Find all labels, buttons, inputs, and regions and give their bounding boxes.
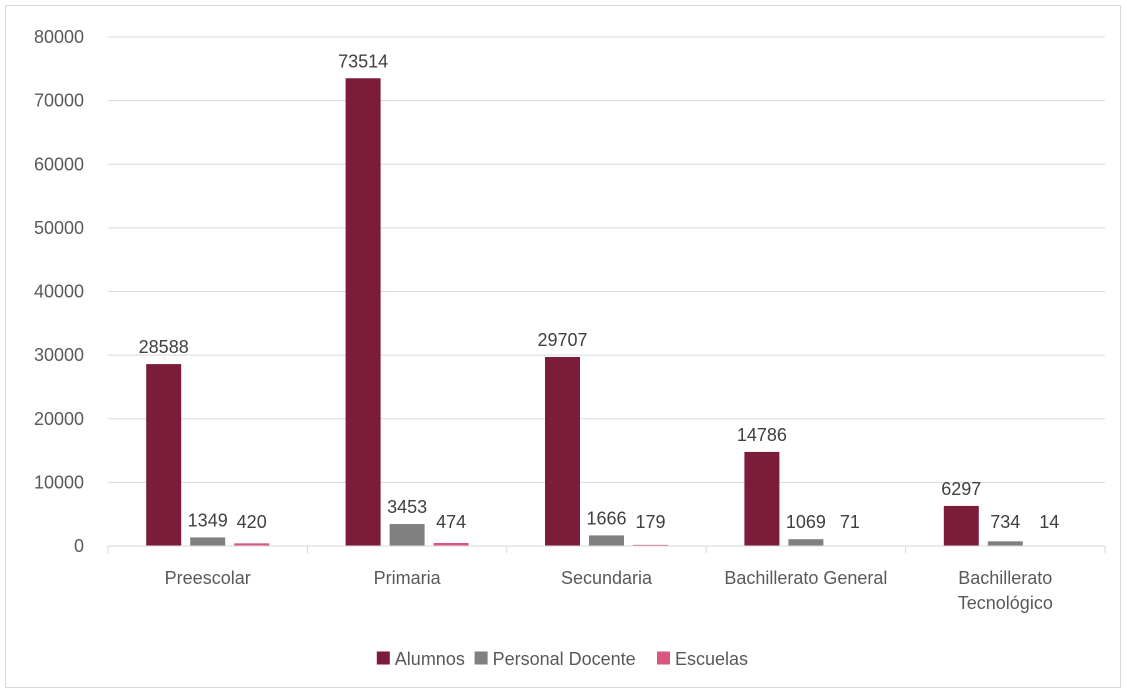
legend-label: Escuelas	[675, 649, 748, 669]
bar	[633, 544, 668, 546]
y-tick-label: 70000	[34, 91, 84, 111]
legend-swatch	[376, 651, 390, 665]
legend: Alumnos Personal Docente Escuelas	[376, 649, 748, 669]
x-axis: Preescolar Primaria Secundaria Bachillerato…	[107, 545, 1106, 613]
y-tick-label: 50000	[34, 218, 84, 238]
data-label: 1069	[786, 512, 826, 532]
bars	[146, 78, 1067, 546]
y-tick-label: 20000	[34, 409, 84, 429]
bar	[190, 537, 226, 546]
data-label: 179	[635, 512, 665, 532]
data-label: 420	[237, 512, 267, 532]
data-label: 3453	[387, 497, 427, 517]
data-label: 474	[436, 512, 466, 532]
y-axis: 0 10000 20000 30000 40000 50000 60000 70000 8000…	[34, 27, 84, 556]
x-tick-label: Bachillerato General	[724, 568, 887, 588]
bar	[389, 524, 425, 546]
y-tick-label: 10000	[34, 472, 84, 492]
data-label: 734	[990, 512, 1020, 532]
data-label: 14	[1039, 512, 1059, 532]
x-tick-label: Tecnológico	[958, 593, 1053, 613]
data-label: 1349	[188, 510, 228, 530]
bar	[545, 356, 580, 546]
gridlines	[108, 36, 1105, 483]
data-label: 73514	[338, 51, 388, 71]
bar	[788, 539, 824, 546]
data-labels: 28588 1349 420 73514 3453 474 29707 1666 179 1478…	[139, 51, 1060, 532]
data-label: 6297	[941, 479, 981, 499]
bar	[943, 505, 979, 546]
y-tick-label: 0	[74, 536, 84, 556]
bar	[987, 541, 1023, 546]
bar	[589, 535, 624, 546]
data-label: 14786	[737, 425, 787, 445]
legend-swatch	[474, 651, 488, 665]
legend-label: Personal Docente	[493, 649, 636, 669]
bar	[234, 543, 270, 546]
x-tick-label: Bachillerato	[958, 568, 1052, 588]
y-tick-label: 60000	[34, 154, 84, 174]
bar	[345, 78, 381, 546]
y-tick-label: 30000	[34, 345, 84, 365]
bar	[433, 542, 469, 546]
chart-frame	[5, 5, 1121, 688]
data-label: 29707	[537, 330, 587, 350]
data-label: 1666	[586, 508, 626, 528]
y-tick-label: 80000	[34, 27, 84, 47]
x-tick-label: Preescolar	[165, 568, 251, 588]
data-label: 28588	[139, 337, 189, 357]
bar	[146, 364, 182, 546]
legend-swatch	[657, 651, 670, 665]
bar	[744, 451, 780, 546]
x-tick-label: Secundaria	[561, 568, 653, 588]
y-tick-label: 40000	[34, 282, 84, 302]
data-label: 71	[840, 512, 860, 532]
x-tick-label: Primaria	[374, 568, 442, 588]
legend-label: Alumnos	[395, 649, 465, 669]
